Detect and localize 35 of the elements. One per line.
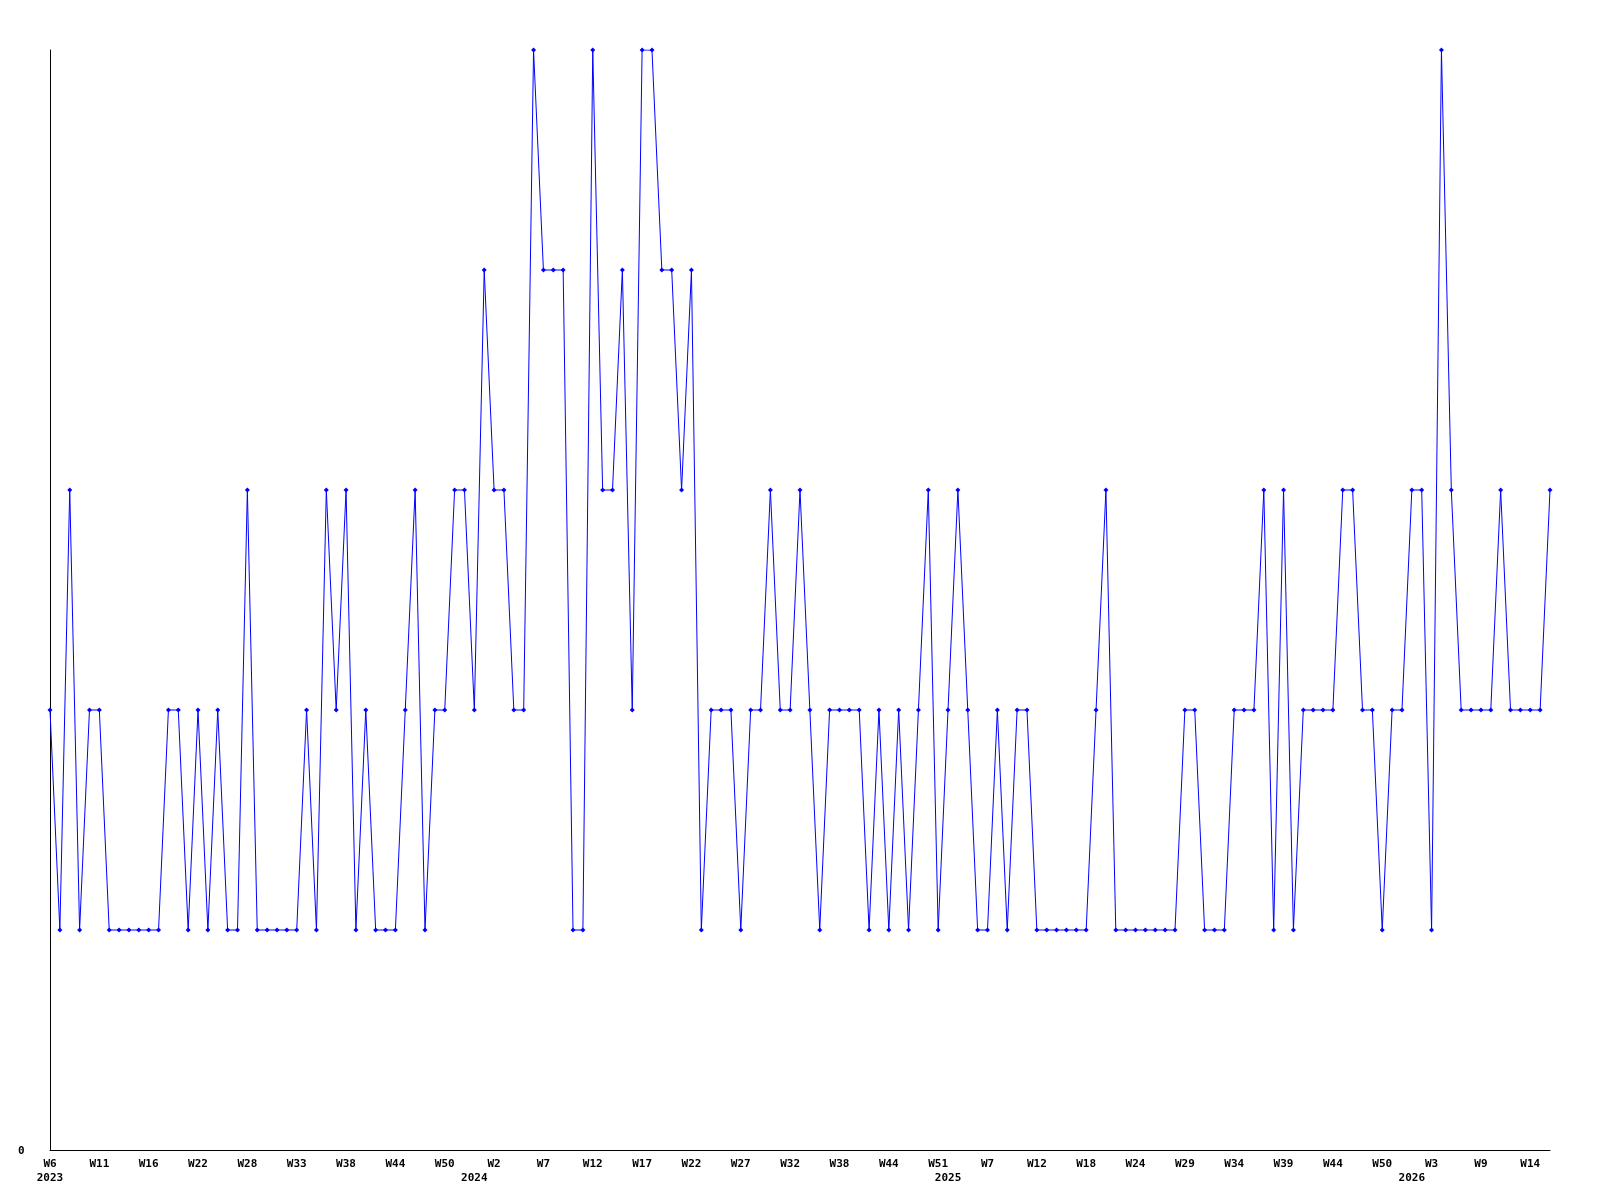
x-tick-label: 2025 [934, 1170, 962, 1184]
x-tick-label: W17 [632, 1156, 653, 1170]
x-tick-label: 2024 [461, 1170, 488, 1184]
x-tick-label: W18 [1076, 1156, 1097, 1170]
text: 0 [18, 1144, 25, 1157]
x-tick-label: W29 [1174, 1156, 1195, 1170]
x-tick-label: W44 [878, 1156, 900, 1170]
x-tick-label: W38 [829, 1156, 850, 1170]
x-tick-label: W44 [385, 1156, 406, 1170]
x-tick-label: W7 [536, 1156, 551, 1170]
x-tick-label: W24 [1125, 1156, 1146, 1170]
x-tick-label: 2026 [1398, 1170, 1426, 1184]
x-tick-label: W28 [237, 1156, 258, 1170]
x-tick-label: W50 [1372, 1156, 1393, 1170]
x-tick-label: W3 [1424, 1156, 1439, 1170]
x-tick-label: W22 [188, 1156, 208, 1170]
x-tick-label: W2 [487, 1156, 501, 1170]
x-tick-label: W11 [89, 1156, 110, 1170]
x-tick-label: W34 [1224, 1156, 1245, 1170]
x-tick-label: W32 [780, 1156, 801, 1170]
x-tick-label: W12 [1026, 1156, 1047, 1170]
x-tick-label: W12 [582, 1156, 603, 1170]
x-tick-label: W38 [336, 1156, 356, 1170]
x-tick-label: W39 [1273, 1156, 1294, 1170]
x-tick-label: W6 2023 [36, 1156, 64, 1184]
x-tick-label: W14 [1520, 1156, 1541, 1170]
x-tick-label: W44 [1322, 1156, 1344, 1170]
x-tick-label: W33 [286, 1156, 307, 1170]
x-tick-label: W16 [138, 1156, 159, 1170]
x-tick-label: W27 [730, 1156, 751, 1170]
x-tick-label: W50 [434, 1156, 455, 1170]
x-tick-label: W51 [928, 1156, 949, 1170]
x-tick-label: W22 [681, 1156, 702, 1170]
x-tick-label: W7 [980, 1156, 995, 1170]
x-tick-label: W9 [1474, 1156, 1488, 1170]
